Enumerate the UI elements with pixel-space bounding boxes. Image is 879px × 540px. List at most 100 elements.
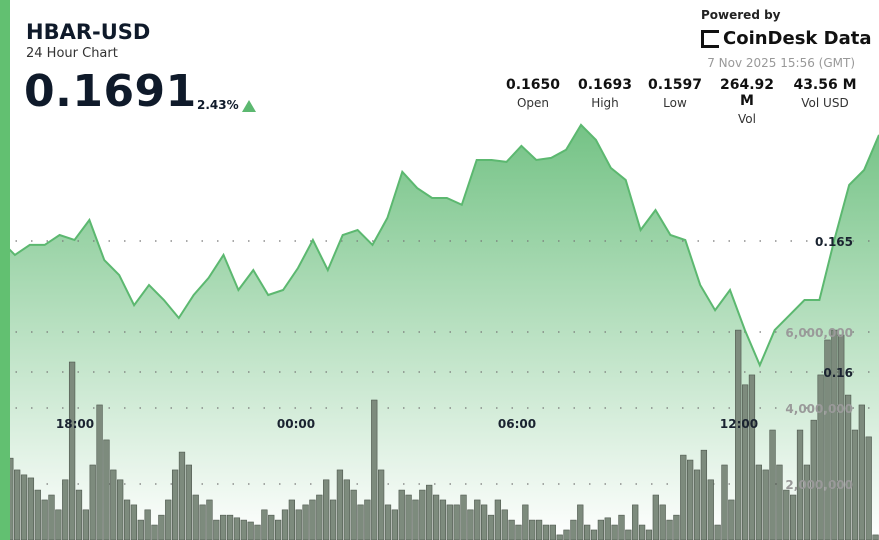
volume-bar <box>707 479 714 540</box>
volume-bar <box>714 524 721 540</box>
volume-bar <box>329 499 337 540</box>
volume-bar <box>666 519 673 540</box>
volume-bar <box>460 494 467 540</box>
volume-bar <box>144 509 151 540</box>
volume-bar <box>432 494 440 540</box>
timestamp: 7 Nov 2025 15:56 (GMT) <box>707 56 855 70</box>
volume-bar <box>858 404 865 540</box>
volume-bar <box>776 464 783 540</box>
volume-bar <box>384 504 392 540</box>
volume-bar <box>233 517 241 540</box>
volume-bar <box>501 509 508 540</box>
volume-bar <box>281 509 289 540</box>
chart-subtitle: 24 Hour Chart <box>26 46 118 61</box>
volume-bar <box>604 517 611 540</box>
volume-bar <box>220 514 227 540</box>
volume-bar <box>62 479 69 540</box>
volume-bar <box>82 509 89 540</box>
volume-bar <box>453 504 460 540</box>
volume-bar <box>549 524 556 540</box>
volume-bar <box>755 464 762 540</box>
volume-bar <box>350 489 357 540</box>
volume-bar <box>563 529 570 540</box>
stat-value: 0.1650 <box>505 77 561 93</box>
stat-label: Vol USD <box>801 96 849 110</box>
volume-bar <box>446 504 453 540</box>
volume-bar <box>158 514 165 540</box>
powered-by: Powered by <box>701 8 781 22</box>
stat-value: 264.92 M <box>719 77 775 109</box>
brand-name: CoinDesk Data <box>723 28 872 49</box>
volume-bar <box>20 474 28 540</box>
volume-bar <box>398 489 405 540</box>
volume-bar <box>75 489 83 540</box>
volume-bar <box>851 429 859 540</box>
volume-bar <box>34 489 41 540</box>
volume-bar <box>364 499 371 540</box>
volume-bar <box>288 499 295 540</box>
volume-bar <box>728 499 735 540</box>
volume-bar <box>192 494 199 540</box>
volume-bar <box>831 329 838 540</box>
volume-bar <box>323 479 330 540</box>
volume-bar <box>762 469 769 540</box>
volume-bar <box>700 449 708 540</box>
volume-bar <box>693 469 701 540</box>
volume-bar <box>316 494 323 540</box>
volume-bar <box>618 514 625 540</box>
coindesk-logo-icon <box>701 29 719 48</box>
volume-bar <box>467 509 474 540</box>
volume-bar <box>522 504 529 540</box>
stat-vol: 264.92 M Vol <box>712 77 782 126</box>
volume-bar <box>824 339 831 540</box>
volume-bar <box>508 519 515 540</box>
accent-strip <box>0 0 10 540</box>
volume-bar <box>110 469 117 540</box>
volume-bar <box>130 504 138 540</box>
volume-bar <box>96 404 103 540</box>
volume-bar <box>165 499 172 540</box>
current-price: 0.1691 <box>24 66 197 117</box>
volume-bar <box>494 499 502 540</box>
volume-bar <box>652 494 659 540</box>
volume-bar <box>865 436 872 540</box>
stat-label: Open <box>516 96 550 110</box>
volume-bar <box>41 499 48 540</box>
volume-bar <box>199 504 206 540</box>
volume-bar <box>55 509 62 540</box>
volume-bar <box>529 519 536 540</box>
volume-bar <box>556 534 563 540</box>
volume-bar <box>769 429 776 540</box>
up-arrow-icon <box>242 100 256 112</box>
volume-bar <box>240 519 247 540</box>
price-area <box>0 124 879 540</box>
volume-bar <box>391 509 398 540</box>
volume-bar <box>721 464 728 540</box>
volume-bar <box>597 519 605 540</box>
volume-bar <box>474 499 481 540</box>
volume-bar <box>515 524 522 540</box>
volume-bar <box>68 361 76 540</box>
volume-bar <box>659 504 666 540</box>
volume-bar <box>309 499 316 540</box>
price-tick-label: 0.16 <box>823 366 853 380</box>
volume-bar <box>803 464 811 540</box>
volume-bar <box>817 374 824 540</box>
volume-tick-label: 2,000,000 <box>785 478 853 492</box>
volume-bar <box>254 524 261 540</box>
volume-bar <box>481 504 488 540</box>
price-change: 2.43% <box>197 98 239 112</box>
volume-bar <box>810 419 817 540</box>
volume-bar <box>302 504 309 540</box>
stat-vol-usd: 43.56 M Vol USD <box>790 77 860 110</box>
volume-bar <box>48 494 55 540</box>
x-tick-label: 18:00 <box>56 417 94 431</box>
volume-bar <box>638 524 646 540</box>
volume-bar <box>137 519 144 540</box>
volume-bar <box>117 479 124 540</box>
volume-bar <box>645 529 653 540</box>
volume-bar <box>171 469 179 540</box>
volume-bar <box>790 494 797 540</box>
volume-bar <box>625 529 632 540</box>
